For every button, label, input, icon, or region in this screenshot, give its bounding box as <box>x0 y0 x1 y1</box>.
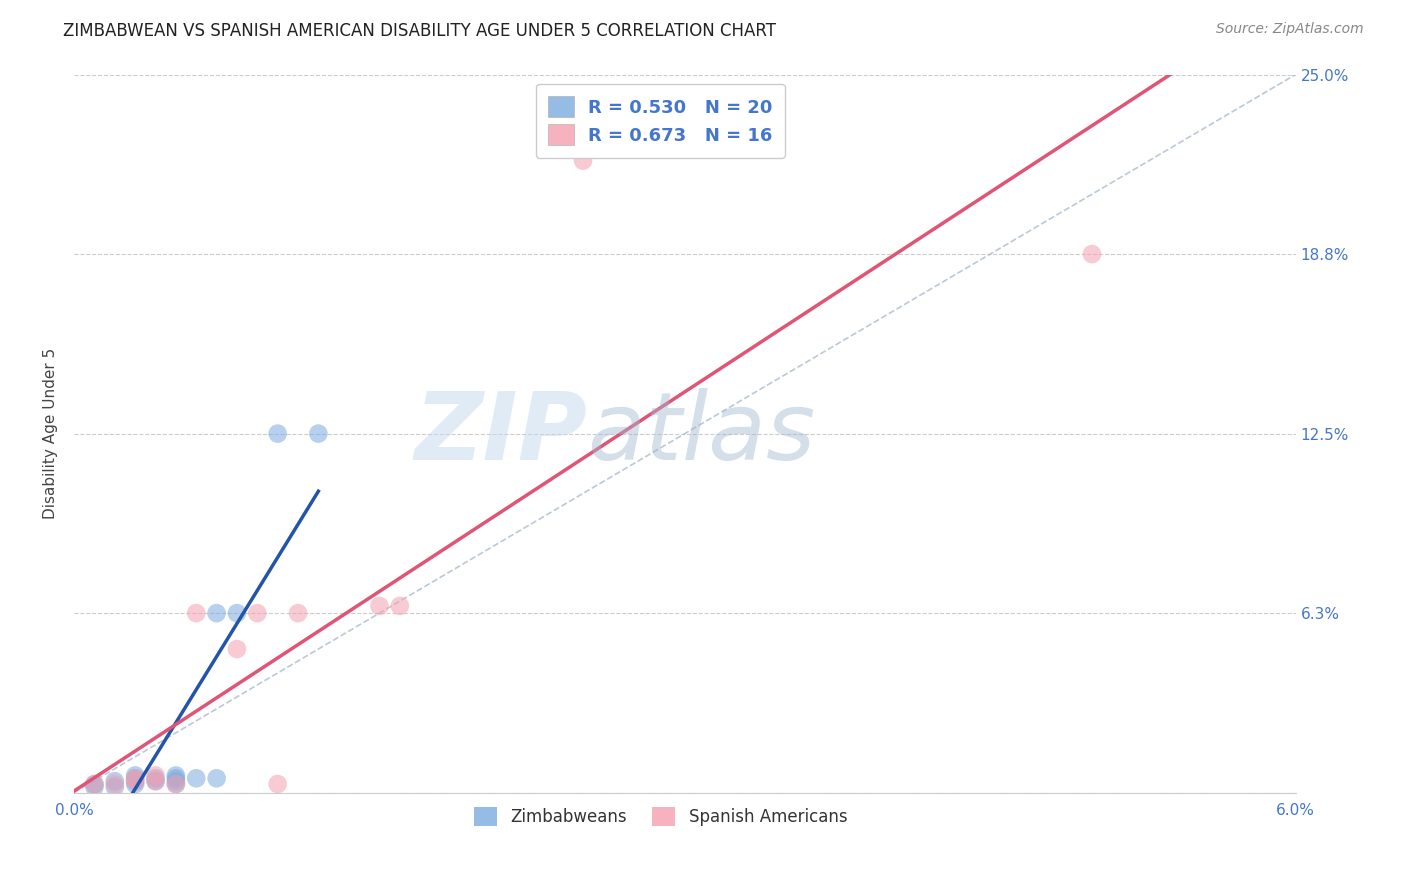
Text: atlas: atlas <box>588 388 815 479</box>
Point <box>145 774 167 789</box>
Point <box>205 772 228 786</box>
Point <box>104 777 127 791</box>
Point <box>83 777 105 791</box>
Point <box>145 772 167 786</box>
Text: ZIP: ZIP <box>415 388 588 480</box>
Point <box>124 774 146 789</box>
Text: Source: ZipAtlas.com: Source: ZipAtlas.com <box>1216 22 1364 37</box>
Point <box>368 599 391 613</box>
Point <box>165 772 187 786</box>
Point <box>205 606 228 620</box>
Legend: Zimbabweans, Spanish Americans: Zimbabweans, Spanish Americans <box>465 798 855 835</box>
Point <box>145 768 167 782</box>
Point <box>165 768 187 782</box>
Point <box>165 777 187 791</box>
Point <box>226 642 249 657</box>
Point <box>186 606 208 620</box>
Text: ZIMBABWEAN VS SPANISH AMERICAN DISABILITY AGE UNDER 5 CORRELATION CHART: ZIMBABWEAN VS SPANISH AMERICAN DISABILIT… <box>63 22 776 40</box>
Point <box>186 772 208 786</box>
Point <box>226 606 249 620</box>
Point <box>266 426 288 441</box>
Point <box>104 774 127 789</box>
Point <box>104 780 127 794</box>
Point <box>124 768 146 782</box>
Y-axis label: Disability Age Under 5: Disability Age Under 5 <box>44 348 58 519</box>
Point <box>572 153 595 168</box>
Point <box>124 772 146 786</box>
Point <box>124 774 146 789</box>
Point <box>307 426 329 441</box>
Point <box>388 599 411 613</box>
Point <box>145 774 167 789</box>
Point <box>266 777 288 791</box>
Point <box>287 606 309 620</box>
Point <box>1081 247 1104 261</box>
Point <box>165 777 187 791</box>
Point <box>124 772 146 786</box>
Point <box>83 777 105 791</box>
Point <box>83 780 105 794</box>
Point <box>246 606 269 620</box>
Point <box>124 777 146 791</box>
Point <box>165 774 187 789</box>
